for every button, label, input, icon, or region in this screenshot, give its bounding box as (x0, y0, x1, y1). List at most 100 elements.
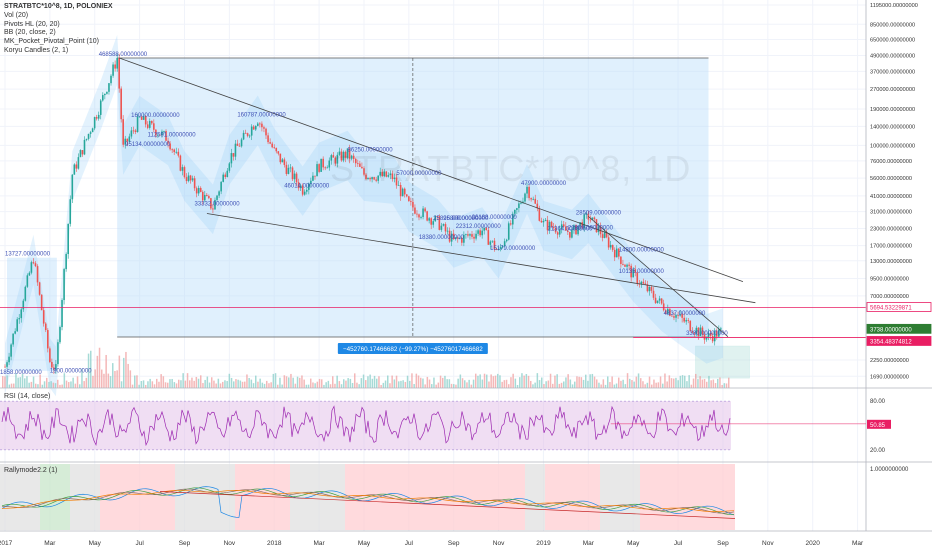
volume-bar (140, 381, 143, 388)
candle-body (165, 131, 167, 141)
candle-body (330, 155, 333, 161)
candle-body (301, 185, 304, 195)
price-tick-label: 650000.00000000 (870, 37, 915, 43)
candle-body (6, 362, 8, 367)
candle-body (381, 171, 384, 177)
volume-bar (633, 381, 635, 388)
volume-bar (294, 383, 297, 388)
indicator-volume[interactable]: Vol (20) (4, 11, 29, 19)
candle-body (595, 219, 598, 233)
candle-body (277, 151, 280, 154)
candle-body (526, 186, 528, 194)
candle-body (605, 232, 608, 238)
current-price-label: 5694.53229871 (870, 306, 912, 312)
volume-bar (39, 374, 41, 388)
candle-body (620, 256, 622, 264)
candle-body (660, 298, 663, 304)
volume-bar (723, 383, 726, 388)
candle-body (218, 191, 220, 196)
candle-body (377, 175, 379, 181)
volume-bar (609, 382, 611, 388)
indicator-pocket-pivot[interactable]: MK_Pocket_Pivotal_Point (10) (4, 38, 99, 46)
volume-bar (382, 382, 385, 388)
volume-bar (285, 376, 288, 388)
candle-body (552, 226, 555, 228)
candle-body (646, 284, 649, 292)
candle-body (161, 131, 163, 136)
candle-body (648, 286, 651, 292)
rsi-pane-label[interactable]: RSI (14, close) (4, 393, 51, 400)
volume-bar (217, 378, 220, 388)
volume-bar (578, 376, 580, 388)
volume-bar (677, 380, 679, 388)
volume-bar (607, 376, 609, 388)
volume-bar (87, 353, 90, 388)
volume-bar (413, 384, 415, 388)
volume-bar (428, 379, 431, 388)
rallymode-pane-label[interactable]: Rallymode2.2 (1) (4, 467, 58, 474)
candle-body (669, 308, 671, 316)
volume-bar (270, 382, 272, 388)
candle-body (408, 196, 410, 202)
candle-body (263, 127, 265, 129)
volume-bar (81, 368, 83, 388)
candle-body (254, 125, 257, 130)
volume-bar (624, 384, 627, 388)
candle-body (93, 117, 96, 129)
volume-bar (657, 382, 660, 388)
candle-body (444, 224, 447, 232)
symbol-title[interactable]: STRATBTC*10^8, 1D, POLONIEX (4, 3, 113, 10)
candle-body (675, 315, 677, 318)
candle-body (20, 309, 23, 319)
volume-bar (618, 377, 620, 388)
price-tick-label: 41000.00000000 (870, 194, 912, 200)
volume-bar (145, 384, 147, 388)
candle-body (448, 230, 451, 242)
rsi-axis-label: 20.00 (870, 448, 886, 454)
candle-body (173, 149, 176, 153)
candle-body (116, 57, 118, 69)
candle-body (199, 187, 202, 192)
volume-bar (646, 382, 649, 388)
volume-bar (611, 376, 613, 388)
candle-body (167, 140, 169, 144)
volume-bar (369, 374, 371, 388)
candle-body (628, 264, 630, 266)
time-tick-label: Nov (493, 540, 505, 547)
volume-bar (171, 378, 173, 388)
time-tick-label: Nov (224, 540, 236, 547)
time-tick-label: Mar (44, 540, 56, 547)
candle-body (4, 366, 6, 368)
volume-bar (41, 384, 44, 388)
candle-body (505, 239, 508, 242)
candle-body (393, 177, 396, 180)
candle-body (236, 143, 239, 146)
volume-bar (593, 376, 596, 388)
volume-bar (492, 376, 495, 388)
candle-body (8, 356, 10, 363)
candle-body (140, 116, 143, 120)
candle-body (624, 264, 626, 267)
candle-body (124, 138, 127, 145)
volume-bar (576, 376, 578, 388)
candle-body (265, 128, 267, 136)
candle-body (122, 119, 124, 145)
candle-body (420, 217, 422, 218)
volume-bar (288, 377, 290, 388)
candle-body (709, 332, 712, 336)
indicator-bollinger[interactable]: BB (20, close, 2) (4, 29, 56, 37)
rallymode-segment (0, 464, 40, 530)
volume-bar (138, 384, 140, 388)
indicator-koryu[interactable]: Koryu Candles (2, 1) (4, 46, 69, 54)
volume-bar (435, 384, 437, 388)
candle-body (418, 214, 420, 218)
indicator-pivots[interactable]: Pivots HL (20, 20) (4, 20, 60, 28)
candle-body (344, 151, 347, 158)
candle-body (363, 168, 365, 175)
candle-body (503, 241, 506, 247)
volume-bar (501, 381, 503, 388)
volume-bar (118, 355, 121, 388)
candle-body (310, 180, 312, 184)
candle-body (210, 198, 212, 209)
